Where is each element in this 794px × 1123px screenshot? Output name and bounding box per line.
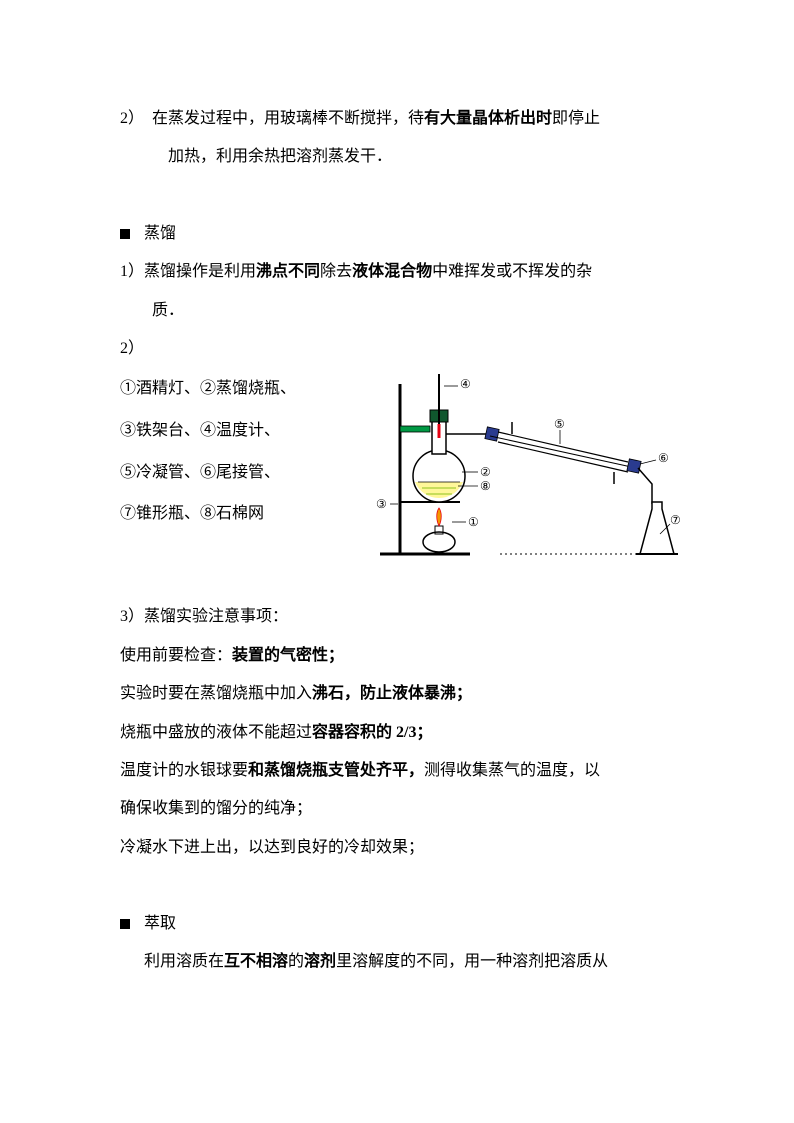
bold-text: 沸点不同 xyxy=(256,263,320,280)
diagram-label-1: ① xyxy=(468,516,479,528)
text: 实验时要在蒸馏烧瓶中加入 xyxy=(120,685,312,702)
text: 烧瓶中盛放的液体不能超过 xyxy=(120,724,312,741)
bold-text: 互不相溶 xyxy=(224,953,288,970)
text: 即停止 xyxy=(552,110,600,127)
text: 蒸馏操作是利用 xyxy=(144,263,256,280)
note-3: 烧瓶中盛放的液体不能超过容器容积的 2/3； xyxy=(120,714,674,752)
item-number: 2） xyxy=(120,340,144,357)
diagram-label-2: ② xyxy=(480,466,491,478)
bold-text: 沸石，防止液体暴沸； xyxy=(312,685,472,702)
bold-text: 容器容积的 2/3； xyxy=(312,724,432,741)
section-title: 蒸馏 xyxy=(144,215,176,253)
distillation-point-3: 3）蒸馏实验注意事项： xyxy=(120,598,674,636)
distillation-diagram: ① ② ③ ④ ⑤ ⑥ ⑦ ⑧ xyxy=(340,364,674,564)
evaporation-item: 2） 在蒸发过程中，用玻璃棒不断搅拌，待有大量晶体析出时即停止 xyxy=(120,100,674,138)
apparatus-list: ①酒精灯、②蒸馏烧瓶、 ③铁架台、④温度计、 ⑤冷凝管、⑥尾接管、 ⑦锥形瓶、⑧… xyxy=(120,368,340,534)
text: 加热，利用余热把溶剂蒸发干． xyxy=(168,148,392,165)
diagram-label-6: ⑥ xyxy=(658,452,669,464)
diagram-label-5: ⑤ xyxy=(554,418,565,430)
text: 测得收集蒸气的温度，以 xyxy=(424,762,600,779)
section-header-extraction: 萃取 xyxy=(120,905,674,943)
list-item: ⑤冷凝管、⑥尾接管、 xyxy=(120,452,340,494)
diagram-label-8: ⑧ xyxy=(480,480,491,492)
bullet-icon xyxy=(120,919,130,929)
apparatus-svg xyxy=(340,364,680,564)
bold-text: 装置的气密性； xyxy=(232,647,344,664)
text: 的 xyxy=(288,953,304,970)
text: 蒸馏实验注意事项： xyxy=(144,608,288,625)
text: 利用溶质在 xyxy=(144,953,224,970)
text: 确保收集到的馏分的纯净； xyxy=(120,800,312,817)
note-4-cont: 确保收集到的馏分的纯净； xyxy=(120,790,674,828)
list-item: ⑦锥形瓶、⑧石棉网 xyxy=(120,493,340,535)
evaporation-continuation: 加热，利用余热把溶剂蒸发干． xyxy=(120,138,674,176)
apparatus-section: ①酒精灯、②蒸馏烧瓶、 ③铁架台、④温度计、 ⑤冷凝管、⑥尾接管、 ⑦锥形瓶、⑧… xyxy=(120,368,674,564)
diagram-label-7: ⑦ xyxy=(670,514,681,526)
distillation-point-2: 2） xyxy=(120,330,674,368)
text: 冷凝水下进上出，以达到良好的冷却效果； xyxy=(120,839,424,856)
text: 里溶解度的不同，用一种溶剂把溶质从 xyxy=(336,953,608,970)
bold-text: 和蒸馏烧瓶支管处齐平， xyxy=(248,762,424,779)
note-2: 实验时要在蒸馏烧瓶中加入沸石，防止液体暴沸； xyxy=(120,675,674,713)
list-item: ③铁架台、④温度计、 xyxy=(120,410,340,452)
bullet-icon xyxy=(120,229,130,239)
bold-text: 液体混合物 xyxy=(352,263,432,280)
document-page: 2） 在蒸发过程中，用玻璃棒不断搅拌，待有大量晶体析出时即停止 加热，利用余热把… xyxy=(0,0,794,1123)
list-item: ①酒精灯、②蒸馏烧瓶、 xyxy=(120,368,340,410)
text: 质． xyxy=(152,302,184,319)
diagram-label-4: ④ xyxy=(460,378,471,390)
item-number: 2） xyxy=(120,110,144,127)
note-4: 温度计的水银球要和蒸馏烧瓶支管处齐平，测得收集蒸气的温度，以 xyxy=(120,752,674,790)
distillation-point-1: 1）蒸馏操作是利用沸点不同除去液体混合物中难挥发或不挥发的杂 xyxy=(120,253,674,291)
text: 使用前要检查： xyxy=(120,647,232,664)
section-header-distillation: 蒸馏 xyxy=(120,215,674,253)
diagram-label-3: ③ xyxy=(376,498,387,510)
distillation-point-1-cont: 质． xyxy=(120,292,674,330)
note-1: 使用前要检查：装置的气密性； xyxy=(120,637,674,675)
bold-text: 有大量晶体析出时 xyxy=(424,110,552,127)
extraction-line: 利用溶质在互不相溶的溶剂里溶解度的不同，用一种溶剂把溶质从 xyxy=(120,943,674,981)
bold-text: 溶剂 xyxy=(304,953,336,970)
text: 除去 xyxy=(320,263,352,280)
text: 温度计的水银球要 xyxy=(120,762,248,779)
text: 在蒸发过程中，用玻璃棒不断搅拌，待 xyxy=(152,110,424,127)
item-number: 3） xyxy=(120,608,144,625)
note-5: 冷凝水下进上出，以达到良好的冷却效果； xyxy=(120,829,674,867)
text: 中难挥发或不挥发的杂 xyxy=(432,263,592,280)
item-number: 1） xyxy=(120,263,144,280)
section-title: 萃取 xyxy=(144,905,176,943)
